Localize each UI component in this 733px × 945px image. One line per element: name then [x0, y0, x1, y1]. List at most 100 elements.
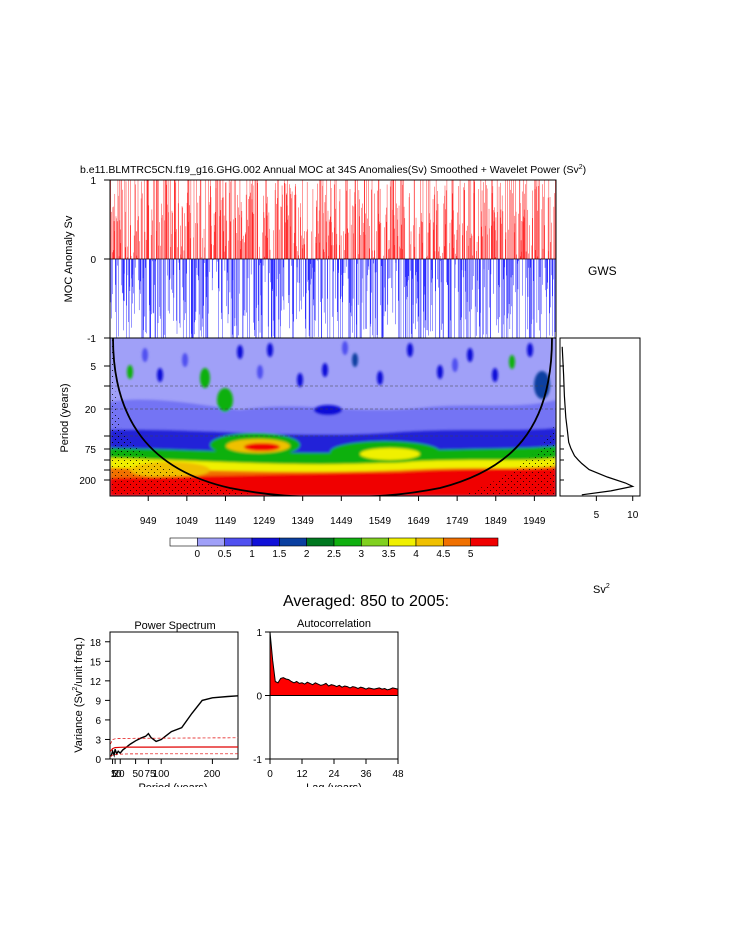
wavelet-speckle	[527, 343, 533, 357]
autocorrelation-title: Autocorrelation	[297, 618, 371, 630]
power-spectrum-x-tick-label: 10	[110, 769, 122, 780]
gws-x-tick-label: 5	[594, 510, 600, 521]
autocorrelation-x-tick-label: 36	[360, 769, 372, 780]
power-spectrum-x-tick-label: 50	[132, 769, 144, 780]
power-spectrum-x-tick-label: 200	[204, 769, 221, 780]
wavelet-panel: 5 20 75 200 949 1049 1149 1249 1349 1449 1549 1649…	[59, 337, 557, 527]
wavelet-x-tick-label: 1549	[369, 516, 392, 527]
wavelet-y-tick-label: 200	[79, 476, 96, 487]
moc-y-ticks: 1 0 -1	[87, 176, 110, 345]
colorbar-label: 0	[195, 549, 201, 560]
wavelet-speckle	[127, 365, 133, 379]
colorbar-label: 1.5	[272, 549, 286, 560]
colorbar-swatch	[443, 537, 471, 547]
power-spectrum-y-tick-label: 18	[90, 638, 102, 649]
autocorrelation-y-tick-label: 0	[256, 692, 262, 703]
colorbar-swatch	[251, 537, 280, 547]
autocorrelation-x-tick-label: 48	[392, 769, 404, 780]
wavelet-speckle	[257, 365, 263, 379]
colorbar-swatch	[333, 537, 362, 547]
power-spectrum-title: Power Spectrum	[134, 620, 215, 632]
moc-anomaly-panel: b.e11.BLMTRC5CN.f19_g16.GHG.002 Annual M…	[63, 164, 586, 345]
wavelet-speckle	[322, 363, 328, 377]
wavelet-speckle	[492, 368, 498, 382]
wavelet-speckle	[182, 353, 188, 367]
wavelet-blob-3	[314, 405, 342, 415]
autocorrelation-x-tick-label: 12	[296, 769, 308, 780]
gws-xlabel: Sv2	[593, 583, 610, 596]
wavelet-speckle	[467, 348, 473, 362]
wavelet-speckle	[452, 358, 458, 372]
colorbar-label: 0.5	[218, 549, 232, 560]
colorbar-swatch	[388, 537, 417, 547]
gws-x-tick-label: 10	[627, 510, 639, 521]
moc-y-tick-label: -1	[87, 334, 96, 345]
power-spectrum-5-lower	[110, 753, 238, 757]
power-spectrum-spectrum	[110, 695, 239, 758]
bottom-crop	[60, 787, 420, 807]
wavelet-y-ticks: 5 20 75 200	[79, 362, 110, 487]
autocorrelation-area	[269, 631, 399, 696]
coi-right-stipple	[460, 420, 556, 496]
wavelet-speckle	[297, 373, 303, 387]
wavelet-x-tick-label: 1649	[407, 516, 430, 527]
colorbar-swatch	[224, 537, 253, 547]
power-spectrum-y-tick-label: 0	[95, 755, 101, 766]
wavelet-blob-2	[200, 368, 210, 388]
wavelet-x-tick-label: 1449	[330, 516, 353, 527]
wavelet-y-tick-label: 75	[85, 445, 97, 456]
wavelet-speckle	[377, 371, 383, 385]
wavelet-x-tick-label: 1249	[253, 516, 276, 527]
colorbar-label: 4.5	[436, 549, 450, 560]
wavelet-x-tick-label: 1149	[215, 516, 237, 527]
gws-frame	[559, 337, 641, 497]
colorbar-label: 5	[468, 549, 474, 560]
moc-ylabel: MOC Anomaly Sv	[63, 215, 75, 302]
power-spectrum-x-tick-label: 100	[153, 769, 170, 780]
colorbar-swatch	[279, 537, 307, 547]
power-spectrum-y-tick-label: 9	[95, 696, 101, 707]
wavelet-speckle	[352, 353, 358, 367]
wavelet-x-tick-label: 1949	[523, 516, 546, 527]
colorbar-swatch	[470, 537, 499, 547]
autocorrelation-y-ticks: 1 0 -1	[253, 628, 270, 766]
moc-anomaly-bars	[110, 180, 556, 338]
wavelet-speckle	[342, 341, 348, 355]
power-spectrum-95-upper	[110, 737, 239, 745]
gws-line	[561, 346, 635, 496]
wavelet-y-tick-label: 20	[85, 405, 97, 416]
wavelet-x-ticks: 949 1049 1149 1249 1349 1449 1549 1649 1749 1849 1…	[140, 496, 546, 527]
power-spectrum-ylabel: Variance (Sv2/unit freq.)	[72, 637, 85, 753]
power-spectrum-red-noise	[110, 746, 238, 752]
gws-x-ticks: 5 10	[560, 365, 639, 521]
cone-of-influence	[112, 338, 553, 496]
wavelet-speckle	[267, 343, 273, 357]
power-spectrum-y-tick-label: 6	[95, 716, 101, 727]
wavelet-speckle	[509, 355, 515, 369]
colorbar-label: 4	[413, 549, 419, 560]
colorbar-swatch	[169, 537, 198, 547]
power-spectrum-y-tick-label: 15	[90, 657, 102, 668]
colorbar-swatch	[361, 537, 389, 547]
moc-y-tick-label: 0	[90, 255, 96, 266]
colorbar-swatch	[415, 537, 444, 547]
power-spectrum-y-tick-label: 3	[95, 735, 101, 746]
autocorrelation-y-tick-label: 1	[256, 628, 262, 639]
coi-left-lower-stipple	[110, 430, 260, 496]
wavelet-speckle	[437, 365, 443, 379]
wavelet-speckle	[237, 345, 243, 359]
colorbar-swatch	[197, 537, 225, 547]
wavelet-speckle	[407, 343, 413, 357]
gws-title: GWS	[588, 264, 617, 278]
wavelet-x-tick-label: 1049	[176, 516, 199, 527]
colorbar-label: 2.5	[327, 549, 341, 560]
colorbar-label: 3.5	[382, 549, 396, 560]
wavelet-x-tick-label: 1349	[292, 516, 315, 527]
averaged-title: Averaged: 850 to 2005:	[283, 593, 449, 610]
power-spectrum-y-ticks: 0 3 6 9 12 15 18	[90, 638, 110, 766]
wavelet-speckle	[142, 348, 148, 362]
wavelet-hotspot-2-core	[360, 448, 420, 460]
power-spectrum-y-tick-label: 12	[90, 677, 102, 688]
coi-left-stipple	[110, 338, 135, 460]
